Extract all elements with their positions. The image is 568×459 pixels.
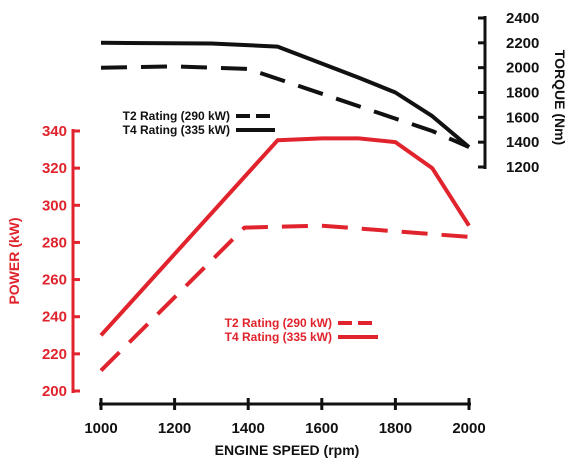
power-tick-label: 200 [42,383,67,400]
x-tick-label: 1200 [158,420,191,437]
power-t4-solid-line [101,138,469,335]
torque-tick-label: 2400 [506,10,539,27]
power-tick-label: 280 [42,234,67,251]
power-legend-label: T2 Rating (290 kW) [225,316,332,330]
torque-axis-title: TORQUE (Nm) [552,50,568,145]
power-tick-label: 340 [42,123,67,140]
x-axis-title: ENGINE SPEED (rpm) [215,442,360,458]
torque-tick-label: 1400 [506,134,539,151]
power-tick-label: 240 [42,309,67,326]
torque-tick-label: 2200 [506,35,539,52]
torque-legend-label: T4 Rating (335 kW) [123,123,230,137]
x-tick-label: 1400 [232,420,265,437]
power-tick-label: 320 [42,160,67,177]
torque-tick-label: 1200 [506,159,539,176]
power-tick-label: 300 [42,197,67,214]
power-t2-dashed-line [101,226,469,371]
x-tick-label: 1000 [84,420,117,437]
x-tick-label: 1800 [379,420,412,437]
power-tick-label: 260 [42,272,67,289]
x-tick-label: 2000 [452,420,485,437]
torque-legend-label: T2 Rating (290 kW) [123,109,230,123]
power-axis-title: POWER (kW) [6,217,22,304]
x-tick-label: 1600 [305,420,338,437]
power-tick-label: 220 [42,346,67,363]
torque-tick-label: 2000 [506,60,539,77]
power-legend-label: T4 Rating (335 kW) [225,330,332,344]
torque-tick-label: 1800 [506,85,539,102]
torque-tick-label: 1600 [506,109,539,126]
